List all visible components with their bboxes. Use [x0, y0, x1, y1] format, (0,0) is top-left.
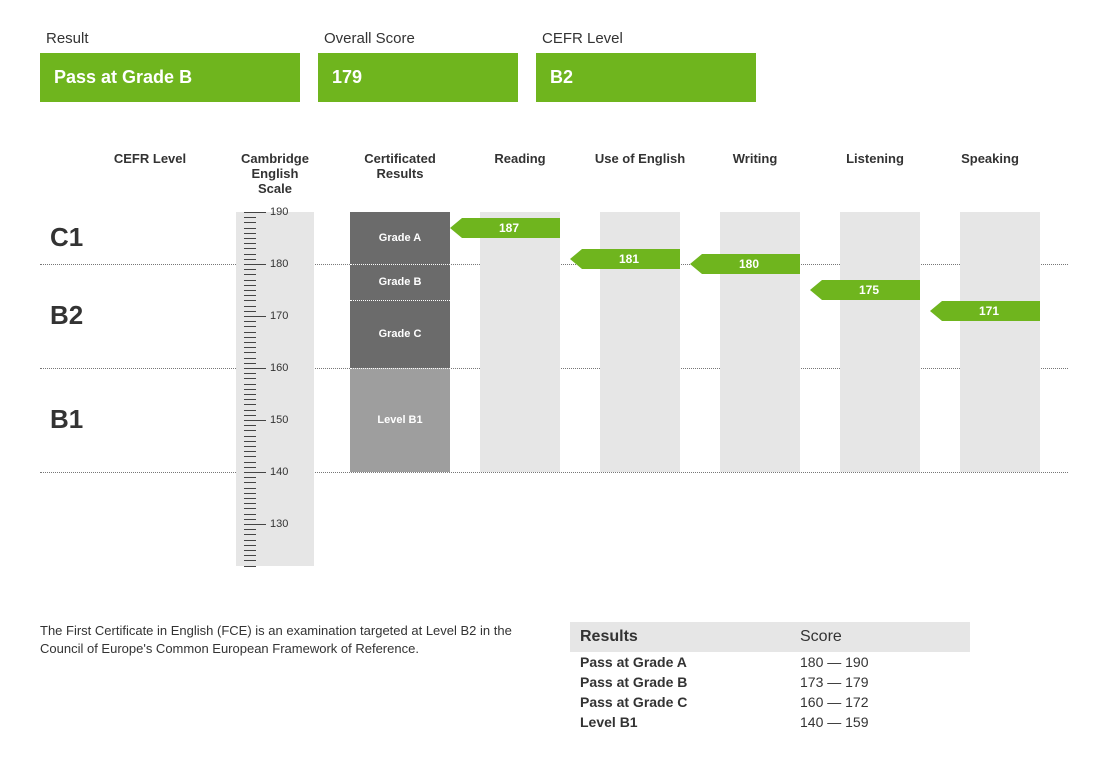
score-row: Pass at Grade A180 — 190	[570, 652, 970, 672]
cefr-level-B2: B2	[50, 300, 83, 331]
marker-arrow-icon	[810, 280, 822, 300]
overall-score-label: Overall Score	[318, 30, 518, 47]
score-row-result: Pass at Grade C	[580, 694, 800, 710]
score-row-range: 173 — 179	[800, 674, 960, 690]
col-head-listening: Listening	[830, 152, 920, 167]
summary-header: Result Pass at Grade B Overall Score 179…	[40, 30, 1068, 102]
col-head-uoe: Use of English	[585, 152, 695, 167]
col-head-speaking: Speaking	[945, 152, 1035, 167]
score-table-head-results: Results	[580, 628, 800, 646]
skill-column-writing	[720, 212, 800, 472]
scale-tick-130: 130	[270, 518, 288, 530]
scale-column: 190180170160150140130	[236, 212, 314, 566]
score-row: Level B1140 — 159	[570, 712, 970, 732]
skill-column-reading	[480, 212, 560, 472]
certificated-results-column: Grade AGrade BGrade CLevel B1	[350, 212, 450, 472]
scale-tick-190: 190	[270, 206, 288, 218]
result-label: Result	[40, 30, 300, 47]
scale-tick-180: 180	[270, 258, 288, 270]
cefr-level-badge: B2	[536, 53, 756, 102]
cefr-level-label: CEFR Level	[536, 30, 756, 47]
marker-value-listening: 175	[822, 280, 920, 300]
result-block: Result Pass at Grade B	[40, 30, 300, 102]
skill-column-listening	[840, 212, 920, 472]
overall-score-badge: 179	[318, 53, 518, 102]
score-marker-writing: 180	[690, 254, 800, 274]
score-marker-speaking: 171	[930, 301, 1040, 321]
cefr-level-block: CEFR Level B2	[536, 30, 756, 102]
skill-column-speaking	[960, 212, 1040, 472]
marker-value-reading: 187	[462, 218, 560, 238]
marker-value-writing: 180	[702, 254, 800, 274]
cefr-level-B1: B1	[50, 404, 83, 435]
col-head-cefr: CEFR Level	[90, 152, 210, 167]
marker-arrow-icon	[570, 249, 582, 269]
score-marker-uoe: 181	[570, 249, 680, 269]
score-chart: CEFR Level CambridgeEnglishScale Certifica…	[40, 152, 1068, 592]
score-table: Results Score Pass at Grade A180 — 190Pa…	[570, 622, 970, 732]
cert-band-level-b1: Level B1	[350, 368, 450, 472]
col-head-writing: Writing	[710, 152, 800, 167]
score-row-range: 180 — 190	[800, 654, 960, 670]
marker-arrow-icon	[930, 301, 942, 321]
scale-tick-160: 160	[270, 362, 288, 374]
score-marker-reading: 187	[450, 218, 560, 238]
footer-description: The First Certificate in English (FCE) i…	[40, 622, 520, 657]
boundary-140	[40, 472, 1068, 473]
score-row: Pass at Grade B173 — 179	[570, 672, 970, 692]
score-table-header: Results Score	[570, 622, 970, 652]
cefr-level-C1: C1	[50, 222, 83, 253]
scale-tick-170: 170	[270, 310, 288, 322]
marker-value-speaking: 171	[942, 301, 1040, 321]
score-row-result: Level B1	[580, 714, 800, 730]
score-row-range: 160 — 172	[800, 694, 960, 710]
marker-value-uoe: 181	[582, 249, 680, 269]
marker-arrow-icon	[690, 254, 702, 274]
score-marker-listening: 175	[810, 280, 920, 300]
score-table-head-score: Score	[800, 628, 960, 646]
scale-tick-150: 150	[270, 414, 288, 426]
footer: The First Certificate in English (FCE) i…	[40, 622, 1068, 732]
scale-tick-140: 140	[270, 466, 288, 478]
score-row: Pass at Grade C160 — 172	[570, 692, 970, 712]
score-row-range: 140 — 159	[800, 714, 960, 730]
cert-band-grade-c: Grade C	[350, 300, 450, 368]
col-head-cert: CertificatedResults	[345, 152, 455, 182]
marker-arrow-icon	[450, 218, 462, 238]
cert-band-grade-a: Grade A	[350, 212, 450, 264]
cert-band-grade-b: Grade B	[350, 264, 450, 300]
col-head-scale: CambridgeEnglishScale	[225, 152, 325, 197]
score-row-result: Pass at Grade B	[580, 674, 800, 690]
overall-score-block: Overall Score 179	[318, 30, 518, 102]
col-head-reading: Reading	[470, 152, 570, 167]
score-row-result: Pass at Grade A	[580, 654, 800, 670]
result-badge: Pass at Grade B	[40, 53, 300, 102]
